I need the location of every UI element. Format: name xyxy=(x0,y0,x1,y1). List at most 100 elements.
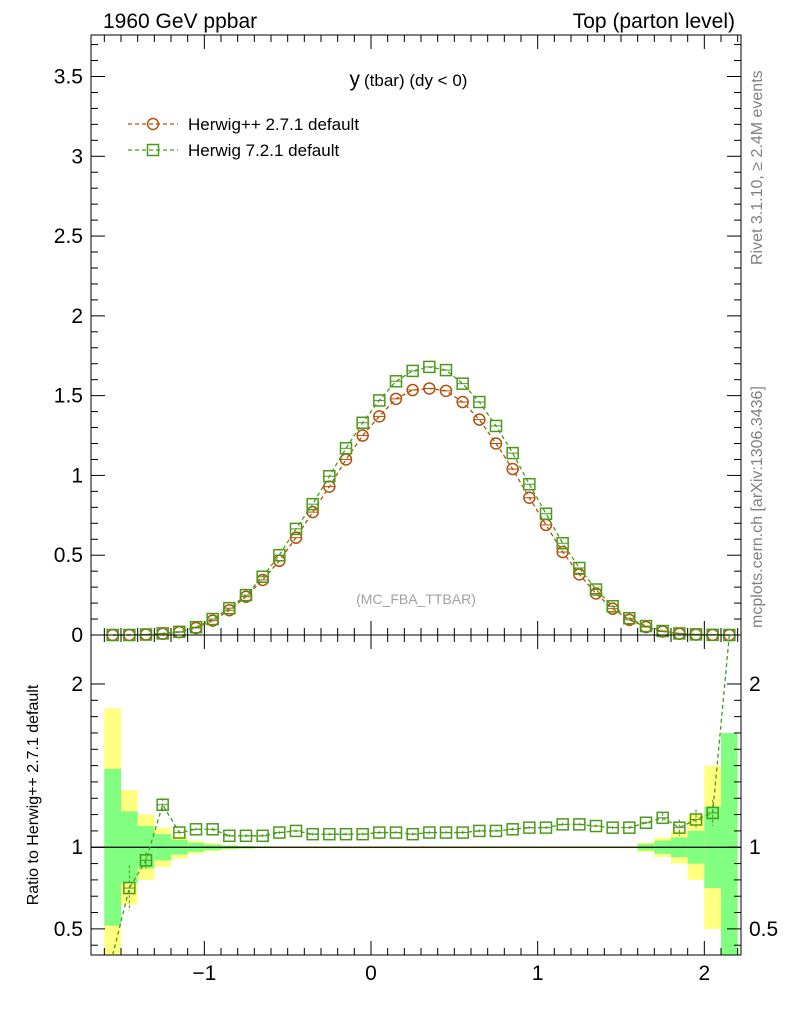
legend-item-herwigpp: Herwig++ 2.7.1 default xyxy=(128,115,359,134)
data-point-circle xyxy=(506,462,519,476)
data-point-circle xyxy=(356,429,369,442)
ratio-panel: 0.5 0.5 1 1 2 2 −1 0 1 2 Ratio to Herwig++ 2.7.1 … xyxy=(25,634,778,985)
ratio-y-tick-label-right: 2 xyxy=(749,673,761,696)
ratio-axes: 0.5 0.5 1 1 2 2 −1 0 1 2 xyxy=(54,635,778,985)
data-point-circle xyxy=(389,392,403,406)
watermark: (MC_FBA_TTBAR) xyxy=(356,591,476,607)
ratio-point-square xyxy=(439,826,453,839)
ratio-point-square xyxy=(689,813,703,826)
data-point-square xyxy=(673,627,686,640)
ratio-series-layer xyxy=(112,634,730,956)
ratio-point-square xyxy=(673,821,686,834)
rivet-label: Rivet 3.1.10, ≥ 2.4M events xyxy=(749,70,766,265)
ratio-point-square xyxy=(606,821,619,834)
ratio-point-square xyxy=(306,827,319,841)
x-tick-label: 1 xyxy=(532,962,544,985)
ratio-point-square xyxy=(289,824,303,838)
plot-title-var: y xyxy=(350,68,361,91)
ratio-bands xyxy=(104,708,738,955)
data-point-circle xyxy=(489,437,503,450)
data-point-square xyxy=(289,522,303,536)
data-point-square xyxy=(473,395,486,409)
data-point-square xyxy=(606,600,619,613)
data-point-square xyxy=(506,446,519,460)
y-tick-label: 2.5 xyxy=(54,225,83,248)
ratio-y-tick-label: 0.5 xyxy=(54,918,83,941)
data-point-circle xyxy=(473,413,486,426)
ratio-ylabel: Ratio to Herwig++ 2.7.1 default xyxy=(25,684,42,905)
ratio-point-square xyxy=(156,798,169,812)
y-tick-label: 1 xyxy=(71,464,83,487)
legend-marker-square xyxy=(146,143,160,157)
ratio-point-square xyxy=(406,827,419,841)
ratio-point-square xyxy=(139,854,153,867)
ratio-point-square xyxy=(656,811,669,825)
data-point-square xyxy=(439,363,453,377)
data-point-square xyxy=(656,624,669,638)
x-tick-label: 0 xyxy=(365,962,377,985)
ratio-point-square xyxy=(639,816,653,830)
y-tick-label: 3.5 xyxy=(54,65,83,88)
ratio-y-tick-label: 2 xyxy=(71,673,83,696)
ratio-y-tick-label: 1 xyxy=(71,836,83,859)
data-point-circle xyxy=(423,382,436,395)
plot-title-sub: (tbar) (dy < 0) xyxy=(364,71,467,90)
legend-label-herwigpp: Herwig++ 2.7.1 default xyxy=(188,115,359,134)
legend-label-herwig7: Herwig 7.2.1 default xyxy=(188,141,339,160)
ratio-point-square xyxy=(556,818,569,831)
data-point-circle xyxy=(406,383,419,397)
data-point-circle xyxy=(439,384,453,398)
ratio-point-square xyxy=(273,826,286,839)
main-axes: 0 0.5 1 1.5 2 2.5 3 3.5 xyxy=(54,35,741,647)
data-point-circle xyxy=(523,491,536,505)
ratio-point-square xyxy=(339,827,353,841)
data-point-circle xyxy=(456,395,469,409)
data-point-square xyxy=(339,442,353,455)
ratio-point-square xyxy=(189,823,203,836)
data-point-square xyxy=(156,627,169,640)
data-point-square xyxy=(173,625,186,639)
mcplots-label: mcplots.cern.ch [arXiv:1306.3436] xyxy=(749,386,766,628)
data-point-square xyxy=(206,612,219,626)
ratio-point-square xyxy=(206,823,219,836)
header-left: 1960 GeV ppbar xyxy=(103,10,257,33)
y-tick-label: 1.5 xyxy=(54,385,83,408)
ratio-plot-frame xyxy=(90,634,742,956)
data-point-square xyxy=(306,497,319,511)
data-point-circle xyxy=(289,531,303,544)
ratio-point-square xyxy=(356,827,369,841)
ratio-point-square xyxy=(389,826,403,839)
data-point-square xyxy=(223,601,236,615)
data-point-square xyxy=(623,611,636,625)
ratio-point-square xyxy=(173,826,186,839)
data-point-square xyxy=(406,364,419,378)
x-tick-label: −1 xyxy=(192,962,216,985)
ratio-point-square xyxy=(489,824,503,838)
legend-marker-circle xyxy=(146,117,160,131)
legend: Herwig++ 2.7.1 default Herwig 7.2.1 defa… xyxy=(128,115,359,160)
y-tick-label: 2 xyxy=(71,305,83,328)
data-point-circle xyxy=(373,410,386,423)
ratio-point-square xyxy=(223,829,236,843)
ratio-y-tick-label-right: 0.5 xyxy=(749,918,778,941)
ratio-point-square xyxy=(623,821,636,834)
data-point-square xyxy=(523,477,536,491)
data-point-square xyxy=(489,419,503,433)
main-panel: 0 0.5 1 1.5 2 2.5 3 3.5 y (tbar) (dy < 0) (MC_F… xyxy=(54,34,742,647)
data-point-square xyxy=(256,570,269,584)
series-line-1 xyxy=(112,366,730,636)
data-point-square xyxy=(239,588,253,602)
ratio-point-square xyxy=(123,881,136,895)
data-point-square xyxy=(589,583,603,596)
ratio-series-line-0 xyxy=(112,634,730,956)
ratio-point-square xyxy=(456,826,469,839)
data-point-square xyxy=(373,394,386,407)
y-tick-label: 0.5 xyxy=(54,544,83,567)
data-point-square xyxy=(423,360,436,374)
ratio-point-square xyxy=(573,818,586,831)
header-right: Top (parton level) xyxy=(573,10,735,33)
legend-item-herwig7: Herwig 7.2.1 default xyxy=(128,141,339,160)
ratio-y-tick-label-right: 1 xyxy=(749,836,761,859)
ratio-point-square xyxy=(589,819,603,833)
